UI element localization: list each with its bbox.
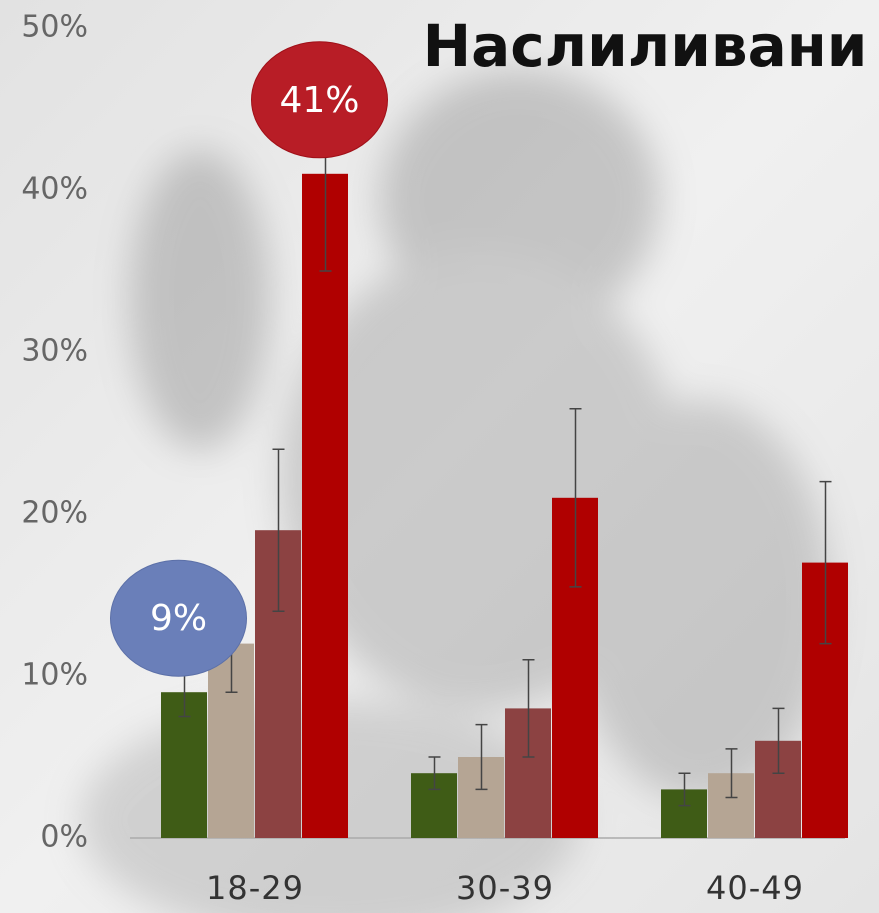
y-tick-label: 20%	[21, 496, 88, 531]
error-bar	[819, 480, 832, 645]
x-tick-label: 30-39	[456, 869, 554, 907]
error-bar	[272, 448, 285, 612]
error-bar	[428, 756, 441, 791]
value-bubble	[251, 41, 388, 159]
error-bar	[725, 748, 738, 799]
chart-title: Наслиливани	[423, 12, 868, 80]
y-tick-label: 10%	[21, 658, 88, 693]
error-bar	[569, 407, 582, 588]
error-bar	[772, 707, 785, 774]
error-bar	[475, 723, 488, 791]
y-tick-label: 50%	[21, 10, 88, 45]
y-tick-label: 30%	[21, 334, 88, 369]
y-tick-label: 40%	[21, 172, 88, 207]
value-bubble	[110, 559, 247, 677]
error-bar	[678, 772, 691, 807]
value-label: 9%	[150, 598, 207, 639]
y-tick-label: 0%	[40, 820, 88, 855]
x-tick-label: 40-49	[706, 869, 804, 907]
error-bar	[522, 659, 535, 758]
value-label: 41%	[279, 80, 359, 121]
x-tick-label: 18-29	[206, 869, 304, 907]
bar	[302, 173, 348, 839]
